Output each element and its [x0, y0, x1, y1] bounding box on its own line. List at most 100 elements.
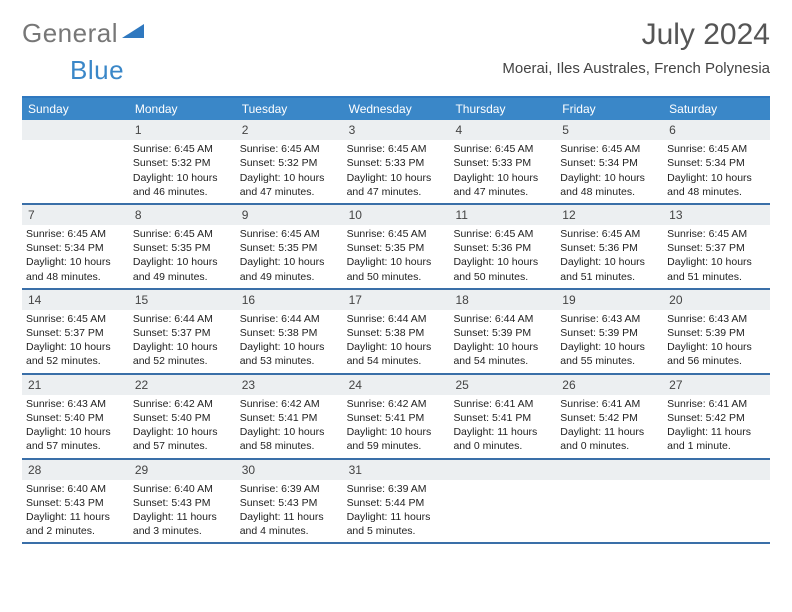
day-details: Sunrise: 6:41 AMSunset: 5:42 PMDaylight:… — [556, 395, 663, 458]
day-number — [663, 460, 770, 480]
day-number — [22, 120, 129, 140]
day-details: Sunrise: 6:40 AMSunset: 5:43 PMDaylight:… — [22, 480, 129, 543]
day-line: Sunrise: 6:41 AM — [560, 397, 659, 411]
day-details: Sunrise: 6:44 AMSunset: 5:39 PMDaylight:… — [449, 310, 556, 373]
day-line: and 1 minute. — [667, 439, 766, 453]
day-line: Sunrise: 6:43 AM — [26, 397, 125, 411]
day-line: Daylight: 10 hours — [240, 255, 339, 269]
day-line: Sunrise: 6:44 AM — [453, 312, 552, 326]
day-line: Sunrise: 6:45 AM — [667, 227, 766, 241]
day-number — [556, 460, 663, 480]
day-line: Sunset: 5:42 PM — [560, 411, 659, 425]
day-line: Sunset: 5:39 PM — [560, 326, 659, 340]
day-line: Sunset: 5:43 PM — [133, 496, 232, 510]
day-details: Sunrise: 6:45 AMSunset: 5:34 PMDaylight:… — [663, 140, 770, 203]
day-details: Sunrise: 6:45 AMSunset: 5:36 PMDaylight:… — [556, 225, 663, 288]
calendar-day: 16Sunrise: 6:44 AMSunset: 5:38 PMDayligh… — [236, 290, 343, 373]
day-line: and 49 minutes. — [133, 270, 232, 284]
day-number: 23 — [236, 375, 343, 395]
day-line: Sunset: 5:34 PM — [26, 241, 125, 255]
day-details: Sunrise: 6:45 AMSunset: 5:34 PMDaylight:… — [22, 225, 129, 288]
day-details: Sunrise: 6:42 AMSunset: 5:41 PMDaylight:… — [343, 395, 450, 458]
day-line: Sunrise: 6:45 AM — [453, 227, 552, 241]
day-line: Sunset: 5:39 PM — [453, 326, 552, 340]
day-line: Daylight: 10 hours — [347, 425, 446, 439]
day-line: Sunset: 5:43 PM — [240, 496, 339, 510]
day-line: Daylight: 10 hours — [26, 255, 125, 269]
day-line: Daylight: 10 hours — [347, 340, 446, 354]
day-line: Sunrise: 6:40 AM — [26, 482, 125, 496]
day-details: Sunrise: 6:45 AMSunset: 5:33 PMDaylight:… — [449, 140, 556, 203]
day-number: 31 — [343, 460, 450, 480]
day-line: Daylight: 10 hours — [560, 171, 659, 185]
day-number: 15 — [129, 290, 236, 310]
logo-text-blue: Blue — [70, 55, 124, 86]
day-details: Sunrise: 6:42 AMSunset: 5:40 PMDaylight:… — [129, 395, 236, 458]
day-number: 9 — [236, 205, 343, 225]
day-number: 20 — [663, 290, 770, 310]
calendar-day: 29Sunrise: 6:40 AMSunset: 5:43 PMDayligh… — [129, 460, 236, 543]
day-details: Sunrise: 6:44 AMSunset: 5:37 PMDaylight:… — [129, 310, 236, 373]
calendar-week: 21Sunrise: 6:43 AMSunset: 5:40 PMDayligh… — [22, 375, 770, 460]
day-line: Sunset: 5:34 PM — [667, 156, 766, 170]
day-line: Sunrise: 6:39 AM — [240, 482, 339, 496]
day-line: and 52 minutes. — [26, 354, 125, 368]
day-number: 8 — [129, 205, 236, 225]
day-line: Sunset: 5:32 PM — [133, 156, 232, 170]
calendar-day: 8Sunrise: 6:45 AMSunset: 5:35 PMDaylight… — [129, 205, 236, 288]
day-line: and 51 minutes. — [667, 270, 766, 284]
calendar-day: 11Sunrise: 6:45 AMSunset: 5:36 PMDayligh… — [449, 205, 556, 288]
title-block: July 2024 Moerai, Iles Australes, French… — [502, 18, 770, 77]
day-line: Daylight: 10 hours — [453, 340, 552, 354]
day-line: Daylight: 10 hours — [560, 255, 659, 269]
day-line: Sunrise: 6:44 AM — [133, 312, 232, 326]
calendar-day: 30Sunrise: 6:39 AMSunset: 5:43 PMDayligh… — [236, 460, 343, 543]
day-line: Sunset: 5:37 PM — [133, 326, 232, 340]
day-number: 12 — [556, 205, 663, 225]
day-details: Sunrise: 6:44 AMSunset: 5:38 PMDaylight:… — [343, 310, 450, 373]
calendar-day: 13Sunrise: 6:45 AMSunset: 5:37 PMDayligh… — [663, 205, 770, 288]
day-line: Sunrise: 6:40 AM — [133, 482, 232, 496]
day-details: Sunrise: 6:45 AMSunset: 5:37 PMDaylight:… — [663, 225, 770, 288]
day-details: Sunrise: 6:45 AMSunset: 5:35 PMDaylight:… — [343, 225, 450, 288]
calendar-day: 14Sunrise: 6:45 AMSunset: 5:37 PMDayligh… — [22, 290, 129, 373]
calendar-day: 3Sunrise: 6:45 AMSunset: 5:33 PMDaylight… — [343, 120, 450, 203]
day-line: and 57 minutes. — [26, 439, 125, 453]
day-line: and 57 minutes. — [133, 439, 232, 453]
day-line: Daylight: 11 hours — [453, 425, 552, 439]
day-details: Sunrise: 6:40 AMSunset: 5:43 PMDaylight:… — [129, 480, 236, 543]
day-line: Daylight: 10 hours — [453, 171, 552, 185]
day-header: Monday — [129, 98, 236, 120]
calendar-day: 20Sunrise: 6:43 AMSunset: 5:39 PMDayligh… — [663, 290, 770, 373]
day-line: and 55 minutes. — [560, 354, 659, 368]
day-line: Sunrise: 6:42 AM — [240, 397, 339, 411]
day-line: Daylight: 11 hours — [26, 510, 125, 524]
day-line: Sunset: 5:41 PM — [347, 411, 446, 425]
calendar-day: 1Sunrise: 6:45 AMSunset: 5:32 PMDaylight… — [129, 120, 236, 203]
day-details: Sunrise: 6:41 AMSunset: 5:41 PMDaylight:… — [449, 395, 556, 458]
day-details: Sunrise: 6:45 AMSunset: 5:35 PMDaylight:… — [129, 225, 236, 288]
day-line: Daylight: 10 hours — [133, 255, 232, 269]
day-line: Sunset: 5:40 PM — [133, 411, 232, 425]
calendar-day: 22Sunrise: 6:42 AMSunset: 5:40 PMDayligh… — [129, 375, 236, 458]
logo-text-general: General — [22, 18, 118, 49]
day-number: 30 — [236, 460, 343, 480]
day-details: Sunrise: 6:45 AMSunset: 5:34 PMDaylight:… — [556, 140, 663, 203]
day-line: Daylight: 10 hours — [453, 255, 552, 269]
calendar-day: 7Sunrise: 6:45 AMSunset: 5:34 PMDaylight… — [22, 205, 129, 288]
calendar-day: 10Sunrise: 6:45 AMSunset: 5:35 PMDayligh… — [343, 205, 450, 288]
day-number: 17 — [343, 290, 450, 310]
day-number: 24 — [343, 375, 450, 395]
day-line: Sunrise: 6:45 AM — [26, 227, 125, 241]
day-number: 3 — [343, 120, 450, 140]
calendar-day — [22, 120, 129, 203]
day-line: Daylight: 10 hours — [26, 340, 125, 354]
day-line: Sunset: 5:40 PM — [26, 411, 125, 425]
day-line: Sunset: 5:35 PM — [240, 241, 339, 255]
day-line: and 54 minutes. — [453, 354, 552, 368]
day-line: Sunset: 5:37 PM — [26, 326, 125, 340]
day-number: 18 — [449, 290, 556, 310]
calendar-day: 9Sunrise: 6:45 AMSunset: 5:35 PMDaylight… — [236, 205, 343, 288]
day-header: Tuesday — [236, 98, 343, 120]
day-line: Daylight: 10 hours — [347, 255, 446, 269]
